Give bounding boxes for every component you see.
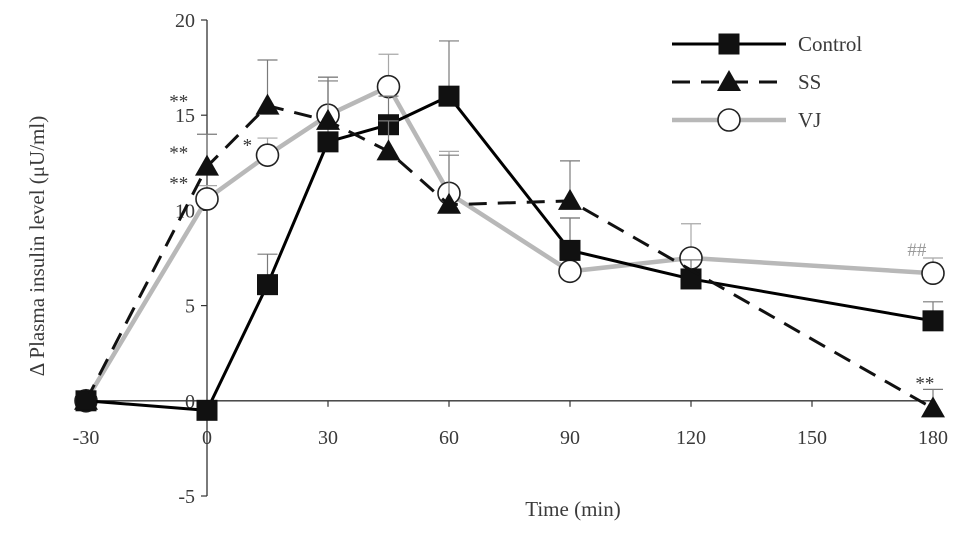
legend-label: Control xyxy=(798,32,862,56)
data-point-circle xyxy=(255,143,280,167)
data-point-circle xyxy=(195,187,219,211)
y-tick-label: -5 xyxy=(178,486,195,508)
y-tick-label: 15 xyxy=(175,105,195,127)
y-axis-title: Δ Plasma insulin level (μU/ml) xyxy=(25,116,49,376)
legend-label: VJ xyxy=(798,108,821,132)
significance-mark: ** xyxy=(169,143,188,164)
significance-annotations: *******##** xyxy=(169,92,934,395)
data-point-square xyxy=(922,310,944,332)
x-tick-label: 150 xyxy=(797,427,827,449)
legend-item-vj: VJ xyxy=(672,108,821,132)
data-point-triangle xyxy=(558,188,582,210)
x-tick-label: 30 xyxy=(318,427,338,449)
data-point-triangle xyxy=(316,108,340,130)
x-tick-label: 0 xyxy=(202,427,212,449)
data-point-circle xyxy=(376,74,401,99)
data-point-square xyxy=(196,399,218,421)
data-point-triangle xyxy=(195,154,219,176)
data-point-triangle xyxy=(376,139,401,161)
x-tick-label: 60 xyxy=(439,427,459,449)
x-tick-label: 120 xyxy=(676,427,706,449)
x-tick-label: 180 xyxy=(918,427,948,449)
series-ss xyxy=(74,59,945,418)
data-point-circle xyxy=(717,108,741,132)
y-tick-label: 5 xyxy=(185,296,195,318)
data-point-square xyxy=(559,239,581,261)
data-point-triangle xyxy=(255,93,280,115)
legend-item-ss: SS xyxy=(672,70,821,94)
legend-item-control: Control xyxy=(672,32,862,56)
series-layer xyxy=(74,40,945,421)
significance-mark: ** xyxy=(915,373,934,394)
data-point-triangle xyxy=(74,388,98,410)
legend: Control SS VJ xyxy=(672,32,862,132)
data-point-triangle xyxy=(921,396,945,418)
data-point-square xyxy=(680,268,702,290)
data-point-triangle xyxy=(717,70,741,91)
series-line xyxy=(85,94,934,412)
y-tick-label: 0 xyxy=(185,391,195,413)
series-line xyxy=(84,104,934,410)
x-tick-label: 90 xyxy=(560,427,580,449)
x-tick-labels: -30 0 30 60 90 120 150 180 xyxy=(73,427,948,449)
data-point-square xyxy=(718,33,740,55)
y-tick-label: 20 xyxy=(175,10,195,32)
significance-mark: ## xyxy=(907,240,927,261)
data-point-circle xyxy=(921,261,945,286)
data-point-triangle xyxy=(437,192,461,214)
significance-mark: ** xyxy=(169,173,188,194)
data-point-square xyxy=(257,274,278,296)
x-axis-title: Time (min) xyxy=(525,497,620,521)
x-tick-label: -30 xyxy=(73,427,100,449)
legend-label: SS xyxy=(798,70,821,94)
significance-mark: * xyxy=(243,135,253,156)
data-point-square xyxy=(438,85,460,107)
significance-mark: ** xyxy=(169,92,188,113)
data-point-circle xyxy=(558,259,582,284)
data-point-square xyxy=(317,131,339,153)
